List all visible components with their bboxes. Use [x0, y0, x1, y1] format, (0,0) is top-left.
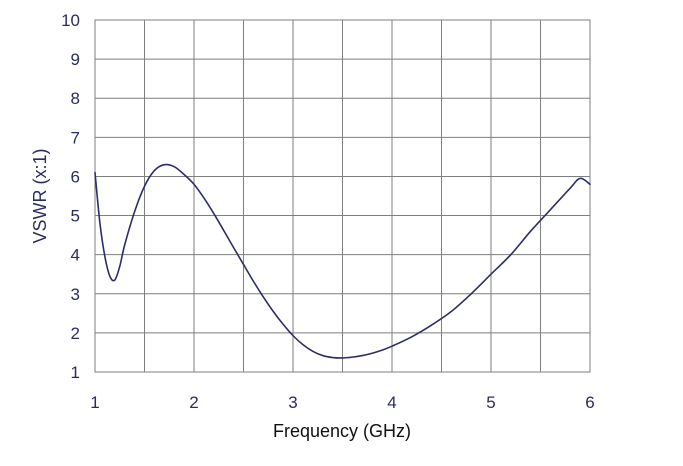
y-axis-title: VSWR (x:1) — [30, 148, 50, 243]
x-tick-label: 2 — [189, 393, 198, 412]
x-tick-label: 4 — [387, 393, 396, 412]
plot-frame — [94, 19, 591, 373]
x-tick-label: 1 — [90, 393, 99, 412]
x-axis-title: Frequency (GHz) — [273, 421, 411, 441]
grid-layer — [94, 19, 591, 373]
y-tick-label: 8 — [71, 89, 80, 108]
y-tick-label: 7 — [71, 128, 80, 147]
y-tick-label: 2 — [71, 324, 80, 343]
x-tick-label: 5 — [486, 393, 495, 412]
x-tick-label: 3 — [288, 393, 297, 412]
y-tick-label: 4 — [71, 246, 80, 265]
series-layer — [94, 163, 591, 359]
y-tick-label: 5 — [71, 207, 80, 226]
y-tick-label: 3 — [71, 285, 80, 304]
y-tick-label: 9 — [71, 50, 80, 69]
plot-border — [94, 19, 591, 373]
y-tick-label: 10 — [61, 11, 80, 30]
y-tick-labels: 1 2 3 4 5 6 7 8 9 10 — [61, 11, 80, 382]
x-tick-label: 6 — [585, 393, 594, 412]
x-tick-labels: 1 2 3 4 5 6 — [90, 393, 594, 412]
y-tick-label: 1 — [71, 363, 80, 382]
vswr-series-line — [94, 163, 591, 359]
y-tick-label: 6 — [71, 167, 80, 186]
